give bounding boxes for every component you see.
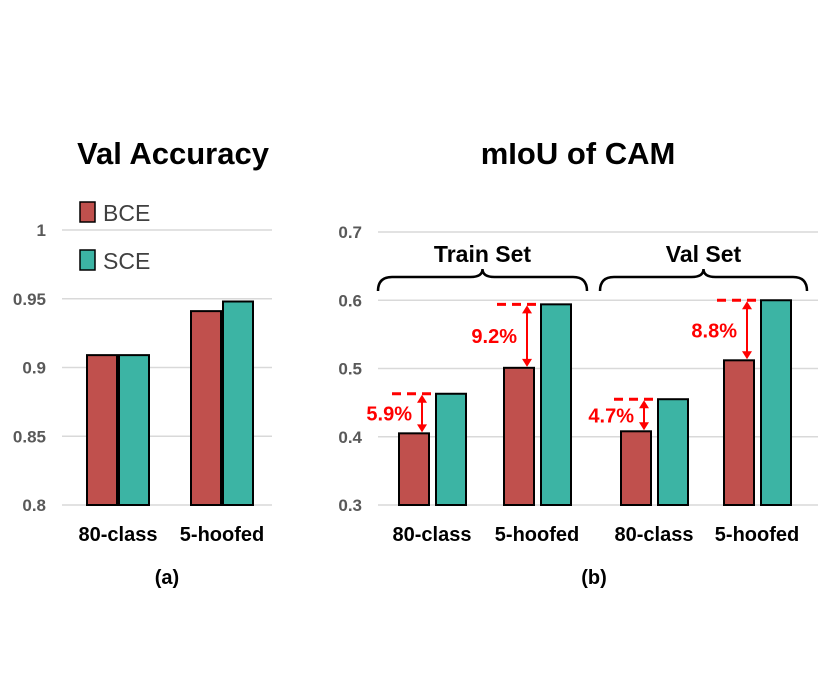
- chart-title: mIoU of CAM: [481, 136, 676, 171]
- y-tick-label: 1: [37, 221, 46, 240]
- y-tick-label: 0.4: [338, 428, 362, 447]
- gap-label: 4.7%: [588, 405, 634, 427]
- chart-subtitle: (b): [581, 567, 607, 589]
- bar-bce: [190, 310, 222, 506]
- chart-subtitle: (a): [155, 567, 179, 589]
- legend-label: BCE: [103, 200, 150, 226]
- y-tick-label: 0.85: [13, 427, 46, 446]
- gap-arrow-head-up: [417, 394, 427, 403]
- y-tick-label: 0.7: [338, 223, 362, 242]
- group-brace: [598, 268, 809, 292]
- group-brace: [376, 268, 589, 292]
- bar-sce: [657, 398, 689, 506]
- bar-bce: [86, 354, 118, 506]
- bar-sce: [222, 300, 254, 506]
- gap-arrow-head-up: [522, 305, 532, 314]
- legend-swatch-sce: [79, 249, 96, 271]
- group-label: Val Set: [666, 241, 742, 267]
- gap-label: 8.8%: [691, 320, 737, 342]
- legend-label: SCE: [103, 248, 150, 274]
- y-tick-label: 0.3: [338, 496, 362, 515]
- y-tick-label: 0.9: [22, 359, 46, 378]
- x-tick-label: 5-hoofed: [180, 524, 264, 546]
- y-tick-label: 0.5: [338, 360, 362, 379]
- bar-sce: [760, 299, 792, 506]
- gap-arrow-head-down: [639, 422, 649, 431]
- x-tick-label: 5-hoofed: [715, 524, 799, 546]
- gap-arrow-head-up: [742, 301, 752, 310]
- bar-bce: [398, 432, 430, 506]
- y-tick-label: 0.95: [13, 290, 46, 309]
- x-tick-label: 80-class: [615, 524, 694, 546]
- y-tick-label: 0.8: [22, 496, 46, 515]
- y-tick-label: 0.6: [338, 291, 362, 310]
- bar-sce: [435, 392, 467, 506]
- bar-sce: [540, 303, 572, 506]
- bar-bce: [723, 359, 755, 506]
- bar-bce: [620, 430, 652, 507]
- gap-arrow-head-up: [639, 400, 649, 409]
- gap-arrow-head-down: [742, 351, 752, 360]
- legend-swatch-bce: [79, 201, 96, 223]
- x-tick-label: 80-class: [79, 524, 158, 546]
- chart-title: Val Accuracy: [77, 136, 270, 171]
- x-tick-label: 80-class: [393, 524, 472, 546]
- group-label: Train Set: [434, 241, 531, 267]
- gap-label: 9.2%: [471, 326, 517, 348]
- gap-arrow-head-down: [417, 424, 427, 433]
- bar-sce: [118, 354, 150, 506]
- gap-label: 5.9%: [366, 404, 412, 426]
- bar-bce: [503, 366, 535, 506]
- gap-arrow-head-down: [522, 358, 532, 367]
- x-tick-label: 5-hoofed: [495, 524, 579, 546]
